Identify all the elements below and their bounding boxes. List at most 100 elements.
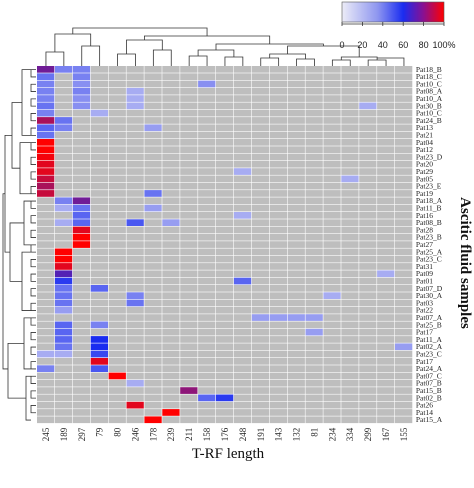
row-label: Pat21 bbox=[416, 131, 433, 140]
heatmap-cell bbox=[341, 314, 359, 321]
heatmap-cell bbox=[287, 416, 305, 424]
heatmap-cell bbox=[359, 153, 377, 161]
heatmap-cell bbox=[233, 117, 252, 124]
heatmap-cell bbox=[377, 66, 395, 73]
heatmap-cell bbox=[216, 365, 234, 372]
heatmap-cell bbox=[198, 190, 216, 197]
heatmap-cell bbox=[216, 66, 234, 73]
heatmap-cell bbox=[251, 226, 270, 234]
heatmap-cell bbox=[180, 416, 198, 424]
heatmap-cell bbox=[37, 358, 55, 365]
heatmap-cell bbox=[216, 212, 234, 219]
heatmap-cell bbox=[54, 336, 73, 343]
heatmap-cell bbox=[162, 212, 180, 219]
heatmap-cell bbox=[287, 387, 305, 394]
x-axis-label: T-RF length bbox=[192, 446, 265, 462]
heatmap-cell bbox=[305, 263, 323, 270]
row-label: Pat23_D bbox=[416, 152, 443, 161]
heatmap-cell bbox=[341, 416, 359, 424]
color-legend: 0 20 40 60 80 100% bbox=[339, 1, 456, 50]
heatmap-cell bbox=[323, 73, 341, 80]
heatmap-cell bbox=[162, 248, 180, 256]
heatmap-cell bbox=[269, 102, 287, 110]
heatmap-cell bbox=[90, 233, 108, 241]
heatmap-cell bbox=[90, 131, 108, 139]
heatmap-cell bbox=[395, 197, 413, 205]
heatmap-cell bbox=[323, 190, 341, 197]
heatmap-cell bbox=[323, 168, 341, 175]
heatmap-cell bbox=[90, 394, 108, 402]
column-label: 155 bbox=[399, 427, 409, 441]
heatmap-cell bbox=[198, 336, 216, 343]
heatmap-cell bbox=[251, 182, 270, 190]
heatmap-cell bbox=[54, 160, 73, 168]
heatmap-cell bbox=[37, 233, 55, 241]
heatmap-cell bbox=[180, 124, 198, 132]
heatmap-cell bbox=[216, 131, 234, 139]
heatmap-cell bbox=[359, 219, 377, 226]
heatmap-cell bbox=[305, 387, 323, 394]
heatmap-cell bbox=[198, 409, 216, 416]
heatmap-cell bbox=[108, 416, 126, 424]
heatmap-cell bbox=[126, 321, 144, 329]
heatmap-cell bbox=[162, 401, 180, 409]
heatmap-cell bbox=[72, 73, 91, 80]
heatmap-cell bbox=[341, 73, 359, 80]
row-label: Pat30_A bbox=[416, 291, 443, 300]
heatmap-cell bbox=[305, 328, 323, 336]
heatmap-cell bbox=[54, 306, 73, 314]
heatmap-cell bbox=[269, 379, 287, 387]
heatmap-cell bbox=[180, 314, 198, 321]
heatmap-cell bbox=[377, 336, 395, 343]
heatmap-cell bbox=[216, 306, 234, 314]
heatmap-cell bbox=[37, 394, 55, 402]
heatmap-cell bbox=[126, 212, 144, 219]
row-label: Pat18_C bbox=[416, 72, 442, 81]
row-label: Pat15_A bbox=[416, 415, 443, 424]
heatmap-cell bbox=[395, 263, 413, 270]
heatmap-cell bbox=[377, 109, 395, 117]
heatmap-cell bbox=[395, 328, 413, 336]
heatmap-cell bbox=[233, 190, 252, 197]
heatmap-cell bbox=[144, 102, 162, 110]
heatmap-cell bbox=[216, 117, 234, 124]
heatmap-cell bbox=[180, 336, 198, 343]
heatmap-cell bbox=[341, 226, 359, 234]
heatmap-cell bbox=[305, 350, 323, 358]
heatmap-cell bbox=[108, 80, 126, 88]
heatmap-cell bbox=[108, 401, 126, 409]
heatmap-cell bbox=[251, 109, 270, 117]
heatmap-cell bbox=[54, 233, 73, 241]
heatmap-cell bbox=[341, 190, 359, 197]
heatmap-cell bbox=[90, 168, 108, 175]
heatmap-cell bbox=[72, 197, 91, 205]
heatmap-cell bbox=[162, 95, 180, 102]
heatmap-cell bbox=[359, 226, 377, 234]
heatmap-cell bbox=[54, 212, 73, 219]
heatmap-cell bbox=[144, 204, 162, 212]
heatmap-cell bbox=[180, 197, 198, 205]
heatmap-cell bbox=[126, 394, 144, 402]
heatmap-cell bbox=[54, 285, 73, 292]
heatmap-cell bbox=[233, 292, 252, 299]
heatmap-cell bbox=[180, 350, 198, 358]
heatmap-cell bbox=[72, 248, 91, 256]
heatmap-cell bbox=[37, 248, 55, 256]
heatmap-cell bbox=[108, 87, 126, 95]
column-label: 239 bbox=[166, 427, 176, 441]
heatmap-cell bbox=[305, 255, 323, 263]
heatmap-cell bbox=[233, 109, 252, 117]
heatmap-cell bbox=[198, 117, 216, 124]
heatmap-cell bbox=[305, 182, 323, 190]
heatmap-cell bbox=[37, 314, 55, 321]
heatmap-cell bbox=[341, 219, 359, 226]
heatmap-cell bbox=[216, 336, 234, 343]
heatmap-cell bbox=[162, 226, 180, 234]
heatmap-cell bbox=[287, 160, 305, 168]
heatmap-cell bbox=[216, 409, 234, 416]
heatmap-cell bbox=[269, 292, 287, 299]
heatmap-cell bbox=[341, 365, 359, 372]
row-label: Pat16 bbox=[416, 211, 433, 220]
heatmap-cell bbox=[359, 328, 377, 336]
heatmap-cell bbox=[323, 321, 341, 329]
